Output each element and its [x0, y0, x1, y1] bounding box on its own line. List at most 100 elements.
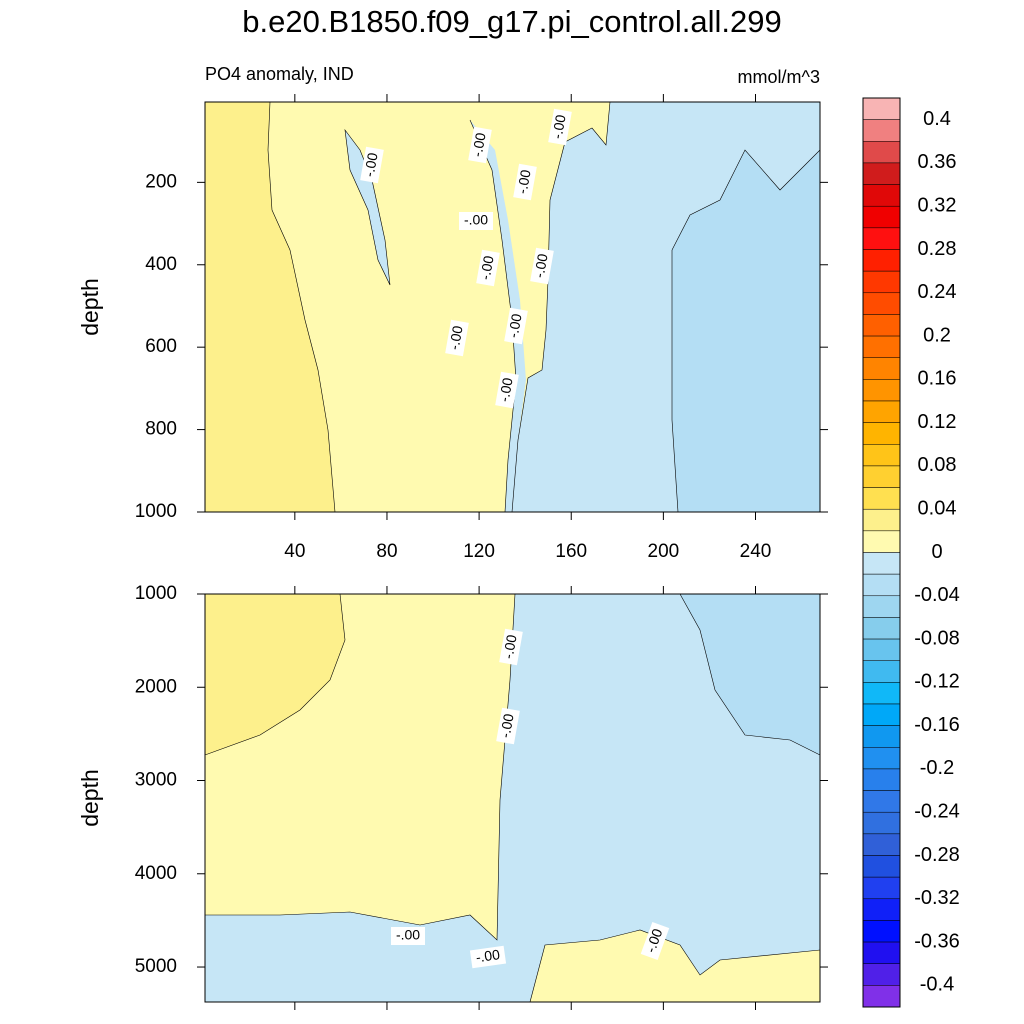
- colorbar-box: [862, 508, 901, 532]
- contour-label-bg: [468, 126, 492, 164]
- contour-label-bg: [499, 628, 523, 666]
- colorbar-box: [862, 314, 901, 337]
- colorbar-box: [862, 876, 901, 900]
- contour-label: -.00: [548, 108, 572, 146]
- y-tick-label: 600: [145, 336, 177, 357]
- colorbar-label: 0.12: [918, 411, 957, 433]
- y-axis-label: depth: [77, 769, 103, 827]
- colorbar-box: [862, 530, 901, 553]
- colorbar-box: [862, 487, 901, 510]
- contour-label-text: -.00: [514, 168, 534, 195]
- colorbar-box: [862, 97, 901, 120]
- colorbar-box: [862, 205, 901, 229]
- y-tick-label: 3000: [135, 770, 177, 791]
- units: mmol/m^3: [738, 67, 820, 87]
- y-tick-label: 1000: [135, 501, 177, 522]
- subtitle: PO4 anomaly, IND: [205, 64, 354, 84]
- contour-label: -.00: [445, 319, 469, 357]
- contour-label-text: -.00: [446, 324, 466, 351]
- colorbar-box: [862, 141, 901, 164]
- y-tick-label: 800: [145, 419, 177, 440]
- colorbar-box: [862, 552, 901, 575]
- plot-frame: [204, 593, 821, 1003]
- colorbar-label: -0.04: [914, 584, 960, 606]
- contour-label: -.00: [469, 945, 507, 969]
- colorbar-box: [862, 119, 901, 142]
- colorbar-box: [862, 985, 901, 1008]
- colorbar-box: [862, 725, 901, 748]
- contour-label-bg: [504, 307, 528, 345]
- contour-label-text: -.00: [505, 312, 525, 339]
- colorbar-box: [862, 422, 901, 445]
- y-tick-label: 2000: [135, 676, 177, 697]
- contour-label-bg: [530, 247, 554, 285]
- y-tick-label: 4000: [135, 863, 177, 884]
- y-tick-label: 200: [145, 171, 177, 192]
- colorbar-box: [862, 768, 901, 791]
- colorbar-box: [862, 465, 901, 488]
- contour-label-bg: [476, 249, 500, 287]
- colorbar-box: [862, 638, 901, 661]
- contour-label-text: -.00: [361, 151, 381, 178]
- x-tick-label: 240: [740, 541, 772, 562]
- colorbar-box: [862, 184, 901, 207]
- contour-label-bg: [469, 945, 507, 969]
- colorbar-box: [862, 227, 901, 250]
- x-tick-label: 120: [463, 541, 495, 562]
- colorbar-box: [862, 941, 901, 964]
- contour-label-bg: [513, 163, 537, 201]
- colorbar-box: [862, 595, 901, 618]
- contour-label-text: -.00: [396, 927, 420, 943]
- contour-label-bg: [445, 319, 469, 357]
- contour-label-text: -.00: [531, 252, 551, 279]
- colorbar-box: [862, 292, 901, 315]
- chart-title: b.e20.B1850.f09_g17.pi_control.all.299: [242, 4, 782, 39]
- contour-label: -.00: [496, 707, 520, 745]
- contour-label: -.00: [495, 371, 519, 409]
- colorbar-label: -0.36: [914, 930, 960, 952]
- colorbar-label: -0.16: [914, 714, 960, 736]
- colorbar-label: 0.08: [918, 454, 957, 476]
- y-tick-label: 5000: [135, 956, 177, 977]
- colorbar-box: [862, 249, 901, 272]
- contour-label-bg: [459, 212, 493, 230]
- contour-label-text: -.00: [500, 633, 520, 660]
- x-tick-label: 160: [555, 541, 587, 562]
- colorbar-box: [862, 379, 901, 402]
- colorbar-box: [862, 833, 901, 856]
- colorbar-box: [862, 335, 901, 358]
- contour-label: -.00: [468, 126, 492, 164]
- x-tick-label: 80: [376, 541, 397, 562]
- contour-label: -.00: [476, 249, 500, 287]
- colorbar-box: [862, 703, 901, 726]
- colorbar-box: [862, 898, 901, 921]
- colorbar-box: [862, 682, 901, 705]
- contour-label: -.00: [499, 628, 523, 666]
- colorbar-label: -0.32: [914, 887, 960, 909]
- contour-label-text: -.00: [549, 113, 569, 140]
- colorbar-label: 0: [931, 541, 942, 563]
- colorbar-label: 0.36: [918, 151, 957, 173]
- contour-label-text: -.00: [469, 131, 489, 158]
- colorbar-box: [862, 400, 901, 423]
- colorbar-box: [862, 811, 901, 835]
- contour-label: -.00: [513, 163, 537, 201]
- contour-label-bg: [496, 707, 520, 745]
- contour-fill: [205, 101, 821, 513]
- contour-label-bg: [495, 371, 519, 409]
- colorbar-label: -0.12: [914, 671, 960, 693]
- colorbar-box: [862, 357, 901, 380]
- contour-label-bg: [640, 921, 670, 961]
- contour-label: -.00: [504, 307, 528, 345]
- x-tick-label: 200: [648, 541, 680, 562]
- contour-label-text: -.00: [496, 376, 516, 403]
- contour-label-text: -.00: [497, 712, 517, 739]
- colorbar-box: [862, 660, 901, 683]
- colorbar-label: 0.04: [918, 497, 957, 519]
- colorbar-label: 0.2: [923, 324, 951, 346]
- colorbar-box: [862, 747, 901, 770]
- colorbar-box: [862, 920, 901, 943]
- colorbar-box: [862, 270, 901, 294]
